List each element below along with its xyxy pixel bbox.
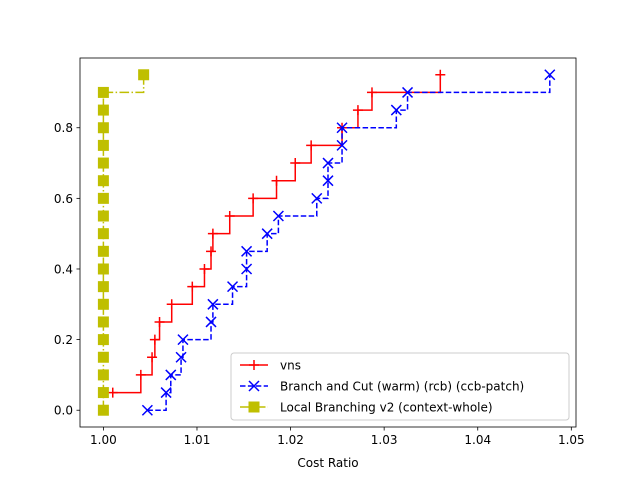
series-line-2: [147, 74, 551, 411]
data-point: [306, 140, 317, 151]
data-point: [227, 281, 239, 293]
data-point: [165, 369, 177, 381]
legend-marker-3: [248, 401, 260, 413]
legend-label-2: Branch and Cut (warm) (rcb) (ccb-patch): [280, 380, 524, 394]
series-line-3: [102, 74, 145, 411]
y-tick-label: 0.6: [54, 192, 73, 206]
data-point: [97, 192, 109, 204]
data-point: [97, 245, 109, 257]
data-point: [149, 334, 160, 345]
data-point: [160, 387, 172, 399]
data-point: [224, 211, 235, 222]
data-point: [206, 246, 217, 257]
data-point: [107, 387, 118, 398]
data-point: [97, 281, 109, 293]
series-2: [141, 69, 556, 416]
data-point: [97, 351, 109, 363]
data-point: [290, 158, 301, 169]
data-point: [97, 175, 109, 187]
data-point: [97, 157, 109, 169]
data-point: [97, 316, 109, 328]
x-tick-label: 1.04: [464, 433, 491, 447]
data-point: [97, 122, 109, 134]
data-point: [248, 193, 259, 204]
data-point: [336, 139, 348, 151]
x-tick-label: 1.01: [184, 433, 211, 447]
axes-frame: [79, 57, 577, 428]
data-point: [97, 228, 109, 240]
data-point: [352, 105, 363, 116]
data-point: [175, 351, 187, 363]
data-point: [97, 139, 109, 151]
x-tick-label: 1.03: [371, 433, 398, 447]
x-tick-label: 1.05: [558, 433, 585, 447]
data-point: [97, 387, 109, 399]
legend-box: [230, 352, 570, 421]
data-point: [366, 87, 377, 98]
legend-marker-2: [248, 380, 260, 392]
axes: 1.00 1.01 1.02 1.03 1.04 1.05 0.0 0.2 0.4 0.6 0.8: [54, 57, 585, 447]
data-point: [138, 69, 150, 81]
legend-label-3: Local Branching v2 (context-whole): [280, 401, 493, 415]
data-point: [166, 299, 177, 310]
y-tick-label: 0.2: [54, 333, 73, 347]
series-1: [107, 69, 446, 398]
data-point: [97, 334, 109, 346]
data-point: [135, 369, 146, 380]
y-tick-label: 0.4: [54, 262, 73, 276]
data-point: [207, 228, 218, 239]
data-point: [261, 228, 273, 240]
data-point: [97, 298, 109, 310]
data-point: [241, 245, 253, 257]
legend-label-1: vns: [280, 359, 301, 373]
data-point: [97, 263, 109, 275]
data-point: [390, 104, 402, 116]
data-point: [97, 104, 109, 116]
data-point: [154, 316, 165, 327]
y-tick-label: 0.0: [54, 404, 73, 418]
data-point: [322, 157, 334, 169]
data-point: [544, 69, 556, 81]
data-point: [207, 298, 219, 310]
data-point: [271, 175, 282, 186]
legend-marker-1: [249, 360, 259, 370]
data-point: [435, 69, 446, 80]
legend: vns Branch and Cut (warm) (rcb) (ccb-patc…: [230, 352, 570, 421]
data-point: [272, 210, 284, 222]
data-point: [147, 352, 158, 363]
series-line-1: [112, 74, 442, 394]
data-point: [402, 86, 414, 98]
data-point: [177, 334, 189, 346]
data-point: [336, 122, 348, 134]
x-axis-label: Cost Ratio: [297, 456, 358, 470]
y-tick-label: 0.8: [54, 121, 73, 135]
plot-area: [97, 69, 556, 416]
data-point: [97, 210, 109, 222]
data-point: [311, 192, 323, 204]
data-point: [241, 263, 253, 275]
data-point: [97, 369, 109, 381]
data-point: [205, 316, 217, 328]
series-3: [97, 69, 150, 416]
data-point: [97, 404, 109, 416]
data-point: [187, 281, 198, 292]
data-point: [97, 86, 109, 98]
data-point: [199, 263, 210, 274]
x-tick-label: 1.00: [90, 433, 117, 447]
x-tick-label: 1.02: [277, 433, 304, 447]
plot-series: [97, 69, 556, 416]
data-point: [322, 175, 334, 187]
data-point: [141, 404, 153, 416]
